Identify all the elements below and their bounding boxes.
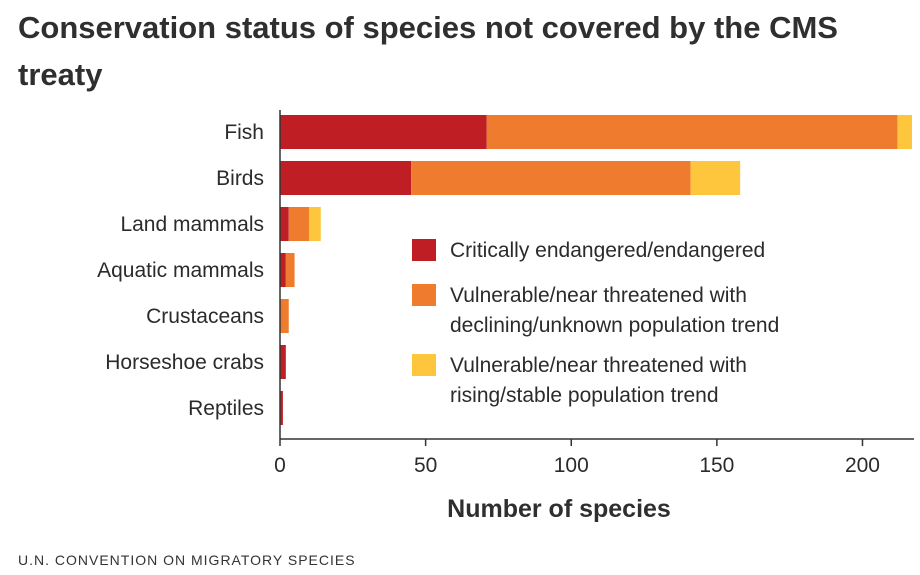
bar-land-mammals-series-3 xyxy=(309,207,321,241)
bars-layer xyxy=(280,115,912,425)
bar-reptiles-series-1 xyxy=(280,391,283,425)
legend-swatch-3 xyxy=(412,354,436,376)
category-label-birds: Birds xyxy=(216,167,264,190)
bar-birds-series-3 xyxy=(690,161,741,195)
x-tick-label-50: 50 xyxy=(414,454,437,477)
category-label-fish: Fish xyxy=(224,121,264,144)
category-label-land-mammals: Land mammals xyxy=(120,213,264,236)
bar-land-mammals-series-2 xyxy=(288,207,310,241)
bar-horseshoe-crabs-series-1 xyxy=(280,345,286,379)
bar-aquatic-mammals-series-2 xyxy=(285,253,295,287)
category-labels: Fish Birds Land mammals Aquatic mammals Crus… xyxy=(97,121,264,420)
bar-fish-series-3 xyxy=(897,115,912,149)
bar-birds-series-1 xyxy=(280,161,412,195)
legend: Critically endangered/endangered Vulnerab… xyxy=(412,239,779,407)
legend-label-3-line-2: rising/stable population trend xyxy=(450,384,719,407)
legend-label-1-line-1: Critically endangered/endangered xyxy=(450,239,765,262)
source-credit: U.N. CONVENTION ON MIGRATORY SPECIES xyxy=(18,552,356,568)
axes-layer xyxy=(279,110,914,446)
x-tick-label-150: 150 xyxy=(699,454,734,477)
bar-land-mammals-series-1 xyxy=(280,207,289,241)
category-label-aquatic-mammals: Aquatic mammals xyxy=(97,259,264,282)
x-tick-label-200: 200 xyxy=(845,454,880,477)
bar-crustaceans-series-2 xyxy=(280,299,289,333)
category-label-horseshoe-crabs: Horseshoe crabs xyxy=(105,351,264,374)
legend-swatch-2 xyxy=(412,284,436,306)
legend-label-2-line-1: Vulnerable/near threatened with xyxy=(450,284,747,307)
category-label-reptiles: Reptiles xyxy=(188,397,264,420)
bar-fish-series-2 xyxy=(486,115,898,149)
legend-label-2-line-2: declining/unknown population trend xyxy=(450,314,779,337)
legend-label-3-line-1: Vulnerable/near threatened with xyxy=(450,354,747,377)
bar-birds-series-2 xyxy=(411,161,691,195)
bar-fish-series-1 xyxy=(280,115,487,149)
chart-title: Conservation status of species not cover… xyxy=(18,10,838,92)
x-tick-label-100: 100 xyxy=(554,454,589,477)
legend-swatch-1 xyxy=(412,239,436,261)
bar-aquatic-mammals-series-1 xyxy=(280,253,286,287)
x-axis-title: Number of species xyxy=(447,495,671,523)
x-tick-labels: 0 50 100 150 200 xyxy=(274,454,880,477)
category-label-crustaceans: Crustaceans xyxy=(146,305,264,328)
x-tick-label-0: 0 xyxy=(274,454,286,477)
